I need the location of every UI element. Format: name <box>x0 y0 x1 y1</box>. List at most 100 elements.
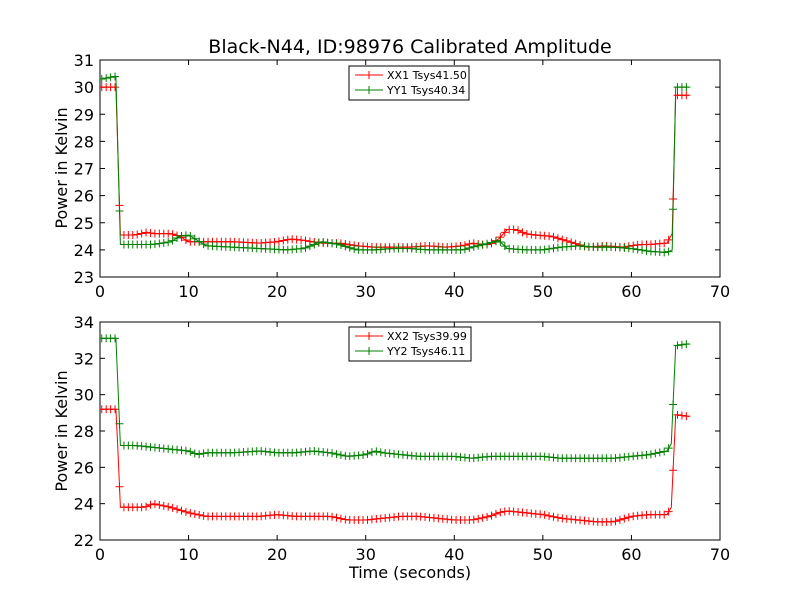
data-point <box>102 74 111 83</box>
data-point <box>474 241 483 250</box>
data-point <box>173 233 182 242</box>
y-tick-label: 30 <box>74 386 94 405</box>
data-point <box>336 514 345 523</box>
legend-marker <box>365 347 373 355</box>
data-point <box>328 239 337 248</box>
data-point <box>469 242 478 251</box>
data-point <box>164 238 173 247</box>
data-point <box>518 228 527 237</box>
data-point <box>553 243 562 252</box>
x-tick-label: 40 <box>444 282 464 301</box>
data-point <box>111 405 120 414</box>
data-point <box>545 244 554 253</box>
x-tick-label: 10 <box>178 545 198 564</box>
data-point <box>328 512 337 521</box>
data-point <box>549 232 558 241</box>
data-point <box>155 500 164 509</box>
data-point <box>496 238 505 247</box>
data-point <box>186 509 195 518</box>
data-point <box>664 247 673 256</box>
data-point <box>319 238 328 247</box>
data-point <box>682 91 691 100</box>
data-point <box>500 228 509 237</box>
data-point <box>478 240 487 249</box>
data-point <box>677 340 686 349</box>
data-point <box>682 412 691 421</box>
x-tick-label: 70 <box>710 282 730 301</box>
data-point <box>195 450 204 459</box>
data-point <box>372 447 381 456</box>
data-point <box>190 449 199 458</box>
data-point <box>168 236 177 245</box>
series-yy2 <box>100 334 691 463</box>
data-point <box>305 242 314 251</box>
series-xx1 <box>100 83 691 252</box>
data-point <box>115 419 124 428</box>
y-tick-label: 28 <box>74 422 94 441</box>
data-point <box>487 511 496 520</box>
y-axis-label-top: Power in Kelvin <box>52 107 71 228</box>
data-point <box>328 449 337 458</box>
data-point <box>496 508 505 517</box>
data-point <box>545 232 554 241</box>
data-point <box>611 517 620 526</box>
x-tick-label: 0 <box>95 545 105 564</box>
data-point <box>664 444 673 453</box>
data-point <box>367 448 376 457</box>
data-point <box>633 245 642 254</box>
data-point <box>177 506 186 515</box>
data-point <box>181 231 190 240</box>
x-tick-label: 60 <box>621 282 641 301</box>
data-point <box>540 510 549 519</box>
data-point <box>336 450 345 459</box>
y-tick-label: 31 <box>74 51 94 70</box>
x-tick-label: 10 <box>178 282 198 301</box>
data-point <box>142 228 151 237</box>
data-point <box>673 410 682 419</box>
series-xx2 <box>100 405 691 526</box>
data-point <box>314 238 323 247</box>
data-point <box>350 245 359 254</box>
legend-label: YY1 Tsys40.34 <box>386 84 465 97</box>
data-point <box>646 450 655 459</box>
data-point <box>142 502 151 511</box>
data-point <box>159 238 168 247</box>
data-point <box>536 510 545 519</box>
data-point <box>111 83 120 92</box>
data-point <box>655 448 664 457</box>
data-point <box>664 235 673 244</box>
data-point <box>137 229 146 238</box>
data-point <box>279 236 288 245</box>
data-point <box>301 236 310 245</box>
data-point <box>500 242 509 251</box>
data-point <box>545 511 554 520</box>
data-point <box>607 517 616 526</box>
plot-panel-1: 0 10 20 30 40 50 60 70 23 24 25 26 27 28 29 30 31 XX1 Tsy… <box>74 51 731 301</box>
y-tick-label: 29 <box>74 105 94 124</box>
data-point <box>620 514 629 523</box>
data-point <box>186 447 195 456</box>
data-point <box>651 449 660 458</box>
x-tick-label: 50 <box>533 545 553 564</box>
data-point <box>549 244 558 253</box>
legend-label: XX1 Tsys41.50 <box>387 69 467 82</box>
data-point <box>359 450 368 459</box>
data-point <box>195 237 204 246</box>
y-axis-label-bottom: Power in Kelvin <box>52 370 71 491</box>
y-tick-label: 25 <box>74 214 94 233</box>
data-point <box>297 236 306 245</box>
data-point <box>624 513 633 522</box>
data-point <box>642 246 651 255</box>
data-point <box>332 450 341 459</box>
data-point <box>491 237 500 246</box>
data-point <box>642 450 651 459</box>
data-point <box>660 239 669 248</box>
data-point <box>310 240 319 249</box>
x-tick-label: 60 <box>621 545 641 564</box>
data-point <box>164 229 173 238</box>
data-point <box>456 245 465 254</box>
y-tick-label: 27 <box>74 160 94 179</box>
data-point <box>100 74 106 83</box>
series-yy1 <box>100 72 691 257</box>
